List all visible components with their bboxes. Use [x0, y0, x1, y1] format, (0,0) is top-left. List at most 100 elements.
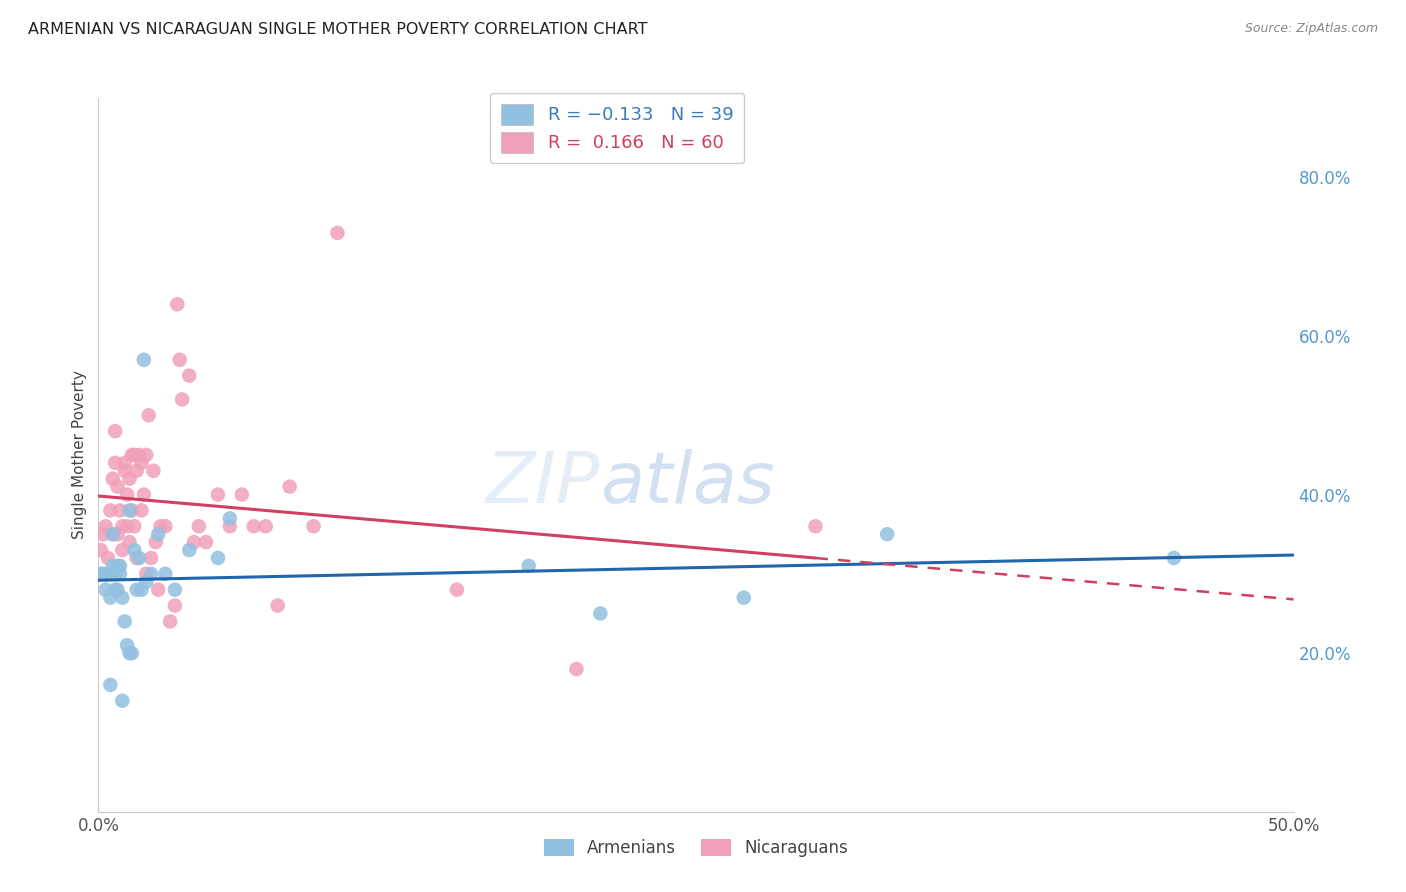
Point — [326, 226, 349, 240]
Point — [876, 527, 898, 541]
Point — [132, 352, 155, 367]
Point — [124, 543, 146, 558]
Point — [104, 456, 127, 470]
Point — [121, 448, 143, 462]
Point — [115, 519, 138, 533]
Point — [108, 503, 131, 517]
Point — [104, 424, 127, 438]
Point — [155, 519, 177, 533]
Point — [1163, 551, 1185, 566]
Text: atlas: atlas — [600, 449, 775, 518]
Point — [125, 464, 148, 478]
Y-axis label: Single Mother Poverty: Single Mother Poverty — [72, 370, 87, 540]
Point — [589, 607, 612, 621]
Point — [132, 487, 155, 501]
Point — [107, 480, 129, 494]
Text: ARMENIAN VS NICARAGUAN SINGLE MOTHER POVERTY CORRELATION CHART: ARMENIAN VS NICARAGUAN SINGLE MOTHER POV… — [28, 22, 648, 37]
Point — [166, 297, 188, 311]
Point — [98, 591, 122, 605]
Point — [104, 582, 127, 597]
Point — [114, 615, 136, 629]
Point — [111, 519, 134, 533]
Point — [142, 464, 165, 478]
Point — [118, 503, 141, 517]
Point — [139, 551, 162, 566]
Point — [108, 566, 131, 581]
Point — [278, 480, 301, 494]
Point — [187, 519, 209, 533]
Point — [128, 551, 150, 566]
Point — [111, 591, 134, 605]
Point — [219, 519, 242, 533]
Point — [97, 551, 120, 566]
Point — [207, 487, 229, 501]
Point — [107, 558, 129, 573]
Point — [91, 527, 114, 541]
Point — [183, 535, 205, 549]
Point — [111, 543, 134, 558]
Point — [90, 566, 112, 581]
Point — [131, 582, 153, 597]
Point — [207, 551, 229, 566]
Legend: Armenians, Nicaraguans: Armenians, Nicaraguans — [537, 832, 855, 864]
Point — [125, 551, 148, 566]
Point — [145, 535, 167, 549]
Point — [97, 566, 120, 581]
Text: ZIP: ZIP — [486, 449, 600, 518]
Point — [163, 599, 186, 613]
Point — [90, 543, 112, 558]
Point — [114, 456, 136, 470]
Point — [98, 503, 122, 517]
Point — [124, 448, 146, 462]
Point — [125, 582, 148, 597]
Point — [121, 646, 143, 660]
Point — [172, 392, 194, 407]
Point — [194, 535, 218, 549]
Point — [131, 456, 153, 470]
Point — [254, 519, 277, 533]
Point — [118, 535, 141, 549]
Point — [124, 519, 146, 533]
Point — [98, 678, 122, 692]
Point — [104, 566, 127, 581]
Point — [148, 527, 170, 541]
Point — [231, 487, 253, 501]
Point — [179, 368, 201, 383]
Point — [243, 519, 266, 533]
Point — [128, 448, 150, 462]
Point — [94, 582, 117, 597]
Point — [107, 582, 129, 597]
Point — [135, 566, 157, 581]
Point — [118, 646, 141, 660]
Point — [107, 527, 129, 541]
Point — [169, 352, 191, 367]
Point — [446, 582, 468, 597]
Point — [302, 519, 325, 533]
Point — [155, 566, 177, 581]
Point — [91, 566, 114, 581]
Point — [149, 519, 172, 533]
Point — [139, 566, 162, 581]
Text: Source: ZipAtlas.com: Source: ZipAtlas.com — [1244, 22, 1378, 36]
Point — [111, 694, 134, 708]
Point — [733, 591, 755, 605]
Point — [114, 464, 136, 478]
Point — [115, 638, 138, 652]
Point — [804, 519, 827, 533]
Point — [94, 519, 117, 533]
Point — [101, 558, 124, 573]
Point — [115, 487, 138, 501]
Point — [101, 472, 124, 486]
Point — [163, 582, 186, 597]
Point — [131, 503, 153, 517]
Point — [159, 615, 181, 629]
Point — [108, 558, 131, 573]
Point — [267, 599, 290, 613]
Point — [118, 472, 141, 486]
Point — [135, 448, 157, 462]
Point — [179, 543, 201, 558]
Point — [565, 662, 588, 676]
Point — [138, 409, 160, 423]
Point — [101, 527, 124, 541]
Point — [101, 527, 124, 541]
